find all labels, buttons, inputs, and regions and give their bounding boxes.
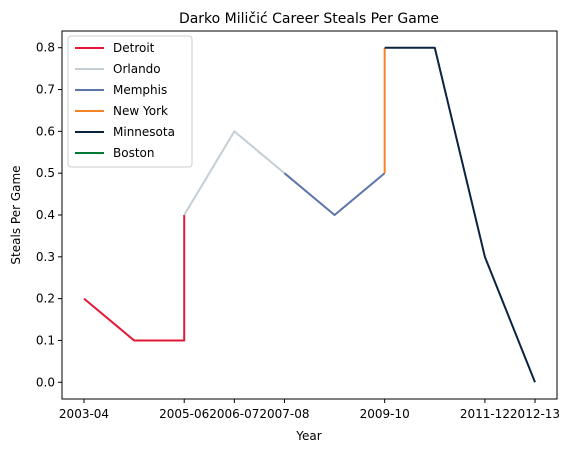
y-tick-label: 0.2 — [36, 292, 55, 306]
series-layer — [83, 46, 536, 383]
x-tick-label: 2012-13 — [510, 407, 560, 421]
y-axis-title: Steals Per Game — [9, 165, 23, 264]
x-tick-label: 2009-10 — [360, 407, 410, 421]
y-tick-label: 0.0 — [36, 375, 55, 389]
chart-title: Darko Miličić Career Steals Per Game — [179, 11, 439, 27]
series-line-detroit — [83, 215, 186, 342]
legend-label: Memphis — [113, 83, 167, 97]
series-line-orlando — [183, 130, 286, 216]
series-line-memphis — [283, 172, 386, 216]
y-tick-label: 0.1 — [36, 333, 55, 347]
x-axis: 2003-04 2005-06 2006-07 2007-08 2009-10 2011-… — [59, 399, 560, 421]
y-tick-label: 0.8 — [36, 41, 55, 55]
x-tick-label: 2003-04 — [59, 407, 109, 421]
x-tick-label: 2007-08 — [259, 407, 309, 421]
legend: Detroit Orlando Memphis New York Minnesota Bo… — [67, 35, 193, 168]
y-tick-label: 0.6 — [36, 124, 55, 138]
x-axis-title: Year — [295, 429, 321, 443]
legend-label: Detroit — [113, 41, 155, 55]
y-tick-label: 0.4 — [36, 208, 55, 222]
y-tick-label: 0.7 — [36, 83, 55, 97]
series-line-minnesota — [384, 46, 536, 383]
legend-label: Orlando — [113, 62, 161, 76]
y-axis: 0.0 0.1 0.2 0.3 0.4 0.5 0.6 0.7 0.8 — [36, 41, 62, 389]
y-tick-label: 0.5 — [36, 166, 55, 180]
legend-label: New York — [113, 104, 168, 118]
x-tick-label: 2005-06 — [159, 407, 209, 421]
y-tick-label: 0.3 — [36, 250, 55, 264]
legend-label: Minnesota — [113, 125, 175, 139]
x-tick-label: 2011-12 — [460, 407, 510, 421]
x-tick-label: 2006-07 — [209, 407, 259, 421]
legend-label: Boston — [113, 146, 154, 160]
